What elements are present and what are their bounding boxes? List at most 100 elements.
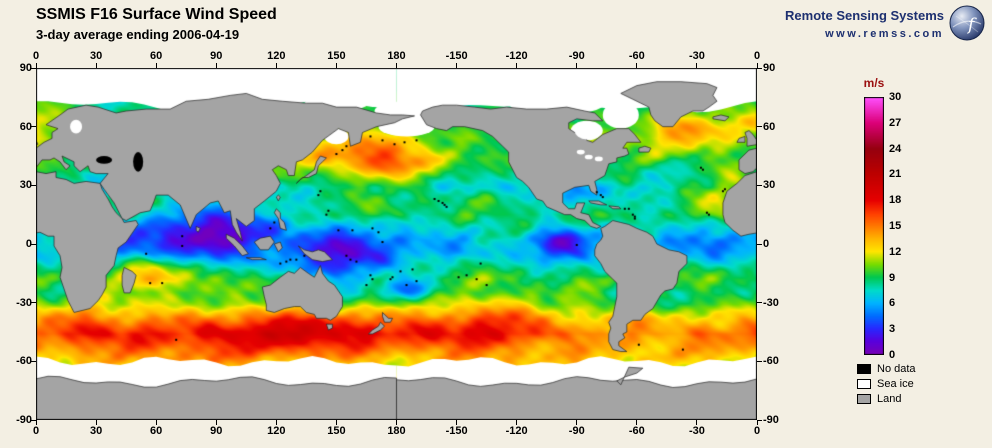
sea-ice-swatch [857,378,871,389]
lon-tick-label-bottom: 0 [32,425,40,437]
colorbar-tick-label: 0 [889,349,896,361]
axis-tick-mark [696,420,698,425]
lon-tick-label-bottom: 150 [327,425,346,437]
legend-item-sea-ice: Sea ice [857,376,916,391]
lon-tick-label-top: -90 [568,50,585,62]
lon-tick-label-bottom: 180 [387,425,406,437]
lon-tick-label-bottom: 60 [150,425,163,437]
axis-tick-mark [95,63,97,68]
axis-tick-mark [516,420,518,425]
legend-label: Sea ice [877,377,914,390]
brand-url-link[interactable]: www.remss.com [825,28,944,40]
colorbar-tick-label: 3 [889,323,896,336]
axis-tick-mark [757,243,762,245]
legend-item-land: Land [857,391,916,406]
globe-arc2 [955,15,979,33]
axis-tick-mark [155,63,157,68]
axis-tick-mark [396,63,397,68]
globe-arc [952,20,982,28]
axis-tick-mark [31,184,36,186]
brand-block: Remote Sensing Systems www.remss.com [785,8,944,40]
axis-tick-mark [757,360,762,362]
axis-tick-mark [95,420,97,425]
axis-tick-mark [215,63,217,68]
axis-tick-mark [456,63,458,68]
lon-tick-label-top: 60 [150,50,163,62]
axis-tick-mark [215,420,217,425]
axis-tick-mark [757,184,762,186]
axis-tick-mark [35,63,37,68]
lon-tick-label-bottom: 0 [753,425,761,437]
colorbar-tick-label: 24 [889,142,902,155]
axis-tick-mark [757,419,762,421]
axis-tick-mark [636,63,638,68]
lon-tick-label-top: 150 [327,50,346,62]
axis-tick-mark [35,420,37,425]
legend-label: Land [877,392,902,405]
page-subtitle: 3-day average ending 2006-04-19 [36,27,240,42]
land-swatch [857,393,871,404]
lat-tick-label-left: -30 [16,296,32,309]
lat-tick-label-right: -60 [763,355,779,368]
axis-tick-mark [696,63,698,68]
axis-tick-mark [756,420,758,425]
remss-globe-logo: f [949,5,985,41]
axis-tick-mark [275,63,277,68]
colorbar-tick-label: 15 [889,220,902,232]
lon-tick-label-bottom: -150 [445,425,468,437]
axis-tick-mark [275,420,277,425]
axis-tick-mark [31,302,36,304]
lat-tick-label-right: -90 [763,414,779,426]
axis-tick-mark [31,67,36,69]
legend-label: No data [877,362,916,375]
axis-tick-mark [757,67,762,69]
axis-tick-mark [516,63,518,68]
axis-tick-mark [31,419,36,421]
lon-tick-label-top: -60 [628,50,645,62]
lon-tick-label-bottom: 120 [267,425,286,437]
lon-tick-label-bottom: 30 [89,425,103,437]
lon-tick-label-bottom: -120 [505,425,528,437]
axis-tick-mark [31,126,36,128]
lon-tick-label-bottom: -60 [628,425,645,437]
lon-tick-label-bottom: -30 [688,425,705,437]
axis-tick-mark [757,302,762,304]
lon-tick-label-top: 30 [89,50,103,62]
lat-tick-label-left: 0 [25,238,32,250]
axis-tick-mark [31,360,36,362]
lon-tick-label-top: 0 [32,50,40,62]
lon-tick-label-top: -120 [505,50,528,62]
lon-tick-label-bottom: 90 [210,425,223,437]
lat-tick-label-left: 90 [19,62,32,74]
lat-tick-label-left: -60 [16,355,32,368]
lon-tick-label-top: -30 [688,50,705,62]
lon-tick-label-top: 0 [753,50,761,62]
axis-tick-mark [396,420,397,425]
axis-tick-mark [757,126,762,128]
wind-map-canvas [36,68,757,420]
axis-tick-mark [576,63,578,68]
colorbar-tick-label: 9 [889,271,896,284]
colorbar-tick-label: 21 [889,168,902,181]
globe-circle [949,5,985,41]
lon-tick-label-top: 120 [267,50,286,62]
axis-tick-mark [576,420,578,425]
axis-tick-mark [155,420,157,425]
axis-tick-mark [636,420,638,425]
axis-tick-mark [335,420,337,425]
colorbar [864,97,884,355]
lat-tick-label-right: 0 [763,238,770,250]
lat-tick-label-left: 30 [19,179,32,192]
colorbar-tick-label: 12 [889,245,902,258]
lat-tick-label-right: 60 [763,120,776,133]
colorbar-tick-label: 30 [889,91,902,103]
colorbar-tick-label: 18 [889,194,902,207]
lon-tick-label-top: 90 [210,50,223,62]
lat-tick-label-right: 30 [763,179,776,192]
axis-tick-mark [31,243,36,245]
legend-item-no-data: No data [857,361,916,376]
page-title: SSMIS F16 Surface Wind Speed [36,6,277,23]
lat-tick-label-right: 90 [763,62,776,74]
colorbar-tick-label: 27 [889,116,902,129]
